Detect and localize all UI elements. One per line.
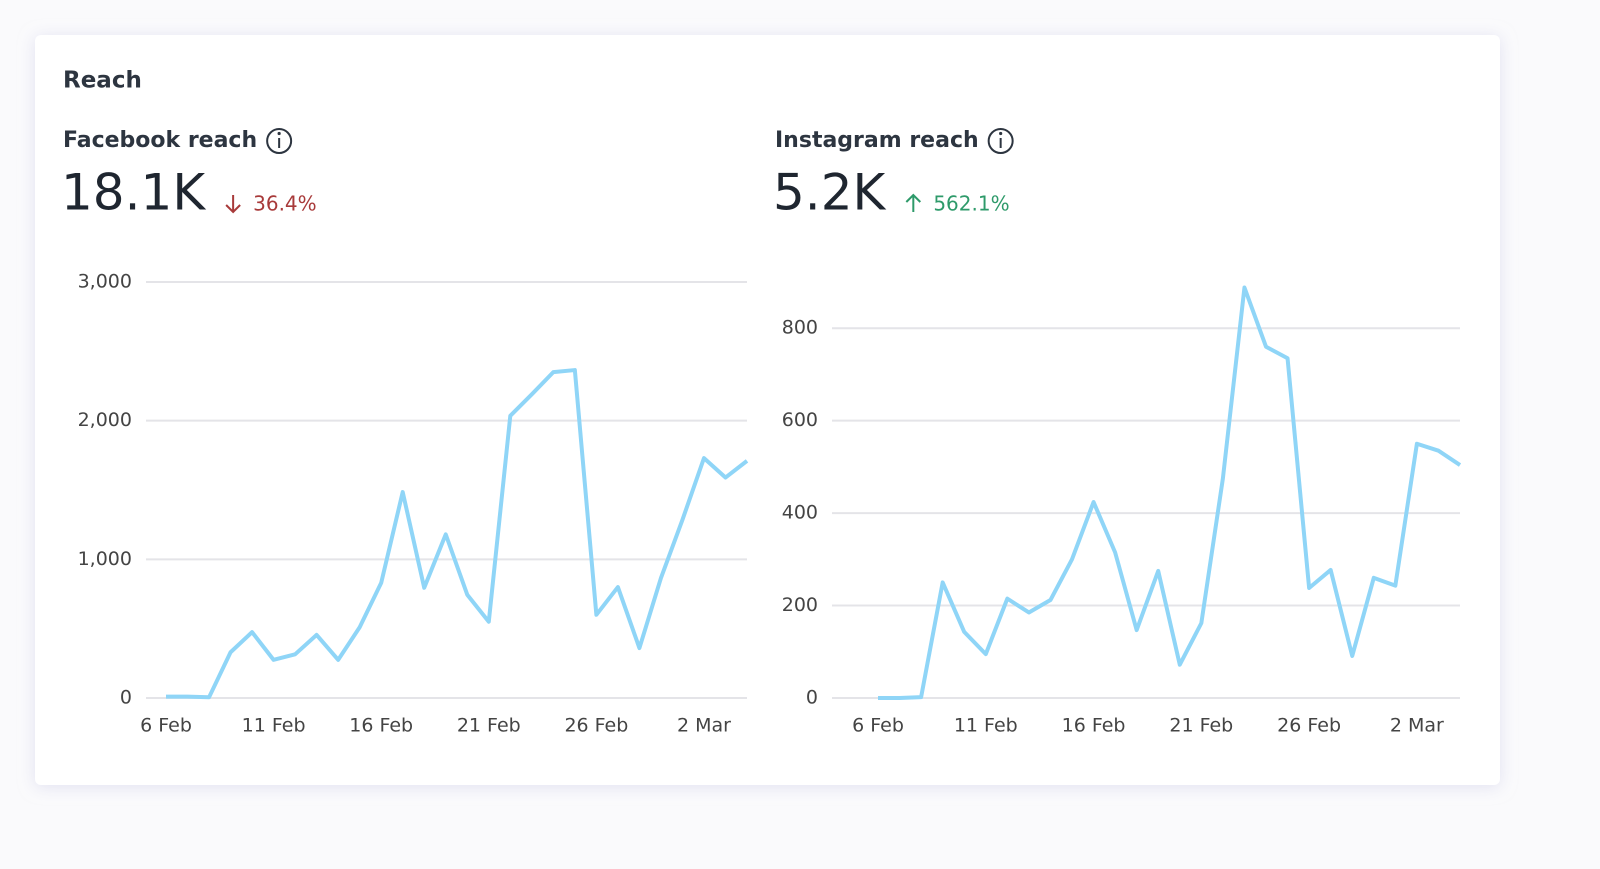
x-tick-label: 11 Feb: [242, 715, 306, 737]
y-tick-label: 400: [782, 502, 818, 524]
info-icon-dot: [277, 131, 281, 136]
series-line: [166, 368, 749, 700]
x-tick-label: 2 Mar: [677, 715, 731, 737]
change-value: 562.1%: [933, 192, 1009, 216]
x-tick-label: 2 Mar: [1390, 715, 1444, 737]
change-value: 36.4%: [253, 192, 317, 216]
headline-value: 18.1K: [61, 164, 206, 222]
y-tick-label: 0: [806, 687, 818, 709]
chart-title: Facebook reach: [63, 128, 257, 153]
card: [35, 35, 1500, 785]
x-tick-label: 21 Feb: [1169, 715, 1233, 737]
x-tick-label: 11 Feb: [954, 715, 1018, 737]
y-tick-label: 1,000: [78, 548, 132, 570]
y-tick-label: 800: [782, 317, 818, 339]
headline-value: 5.2K: [773, 164, 887, 222]
y-tick-label: 2,000: [78, 409, 132, 431]
y-tick-label: 3,000: [78, 271, 132, 293]
y-tick-label: 0: [120, 687, 132, 709]
x-tick-label: 26 Feb: [1277, 715, 1341, 737]
info-icon: [987, 128, 1014, 154]
x-tick-label: 26 Feb: [564, 715, 628, 737]
chart-title: Instagram reach: [775, 128, 979, 153]
x-tick-label: 6 Feb: [852, 715, 904, 737]
y-tick-label: 600: [782, 409, 818, 431]
series-line: [878, 285, 1462, 700]
change-arrow: [225, 195, 241, 214]
x-tick-label: 21 Feb: [457, 715, 521, 737]
x-tick-label: 6 Feb: [140, 715, 192, 737]
change-arrow: [905, 193, 922, 212]
y-tick-label: 200: [782, 594, 818, 616]
x-tick-label: 16 Feb: [1062, 715, 1126, 737]
card-title: Reach: [63, 68, 142, 94]
info-icon-dot: [999, 131, 1003, 136]
x-tick-label: 16 Feb: [349, 715, 413, 737]
info-icon: [266, 128, 293, 154]
